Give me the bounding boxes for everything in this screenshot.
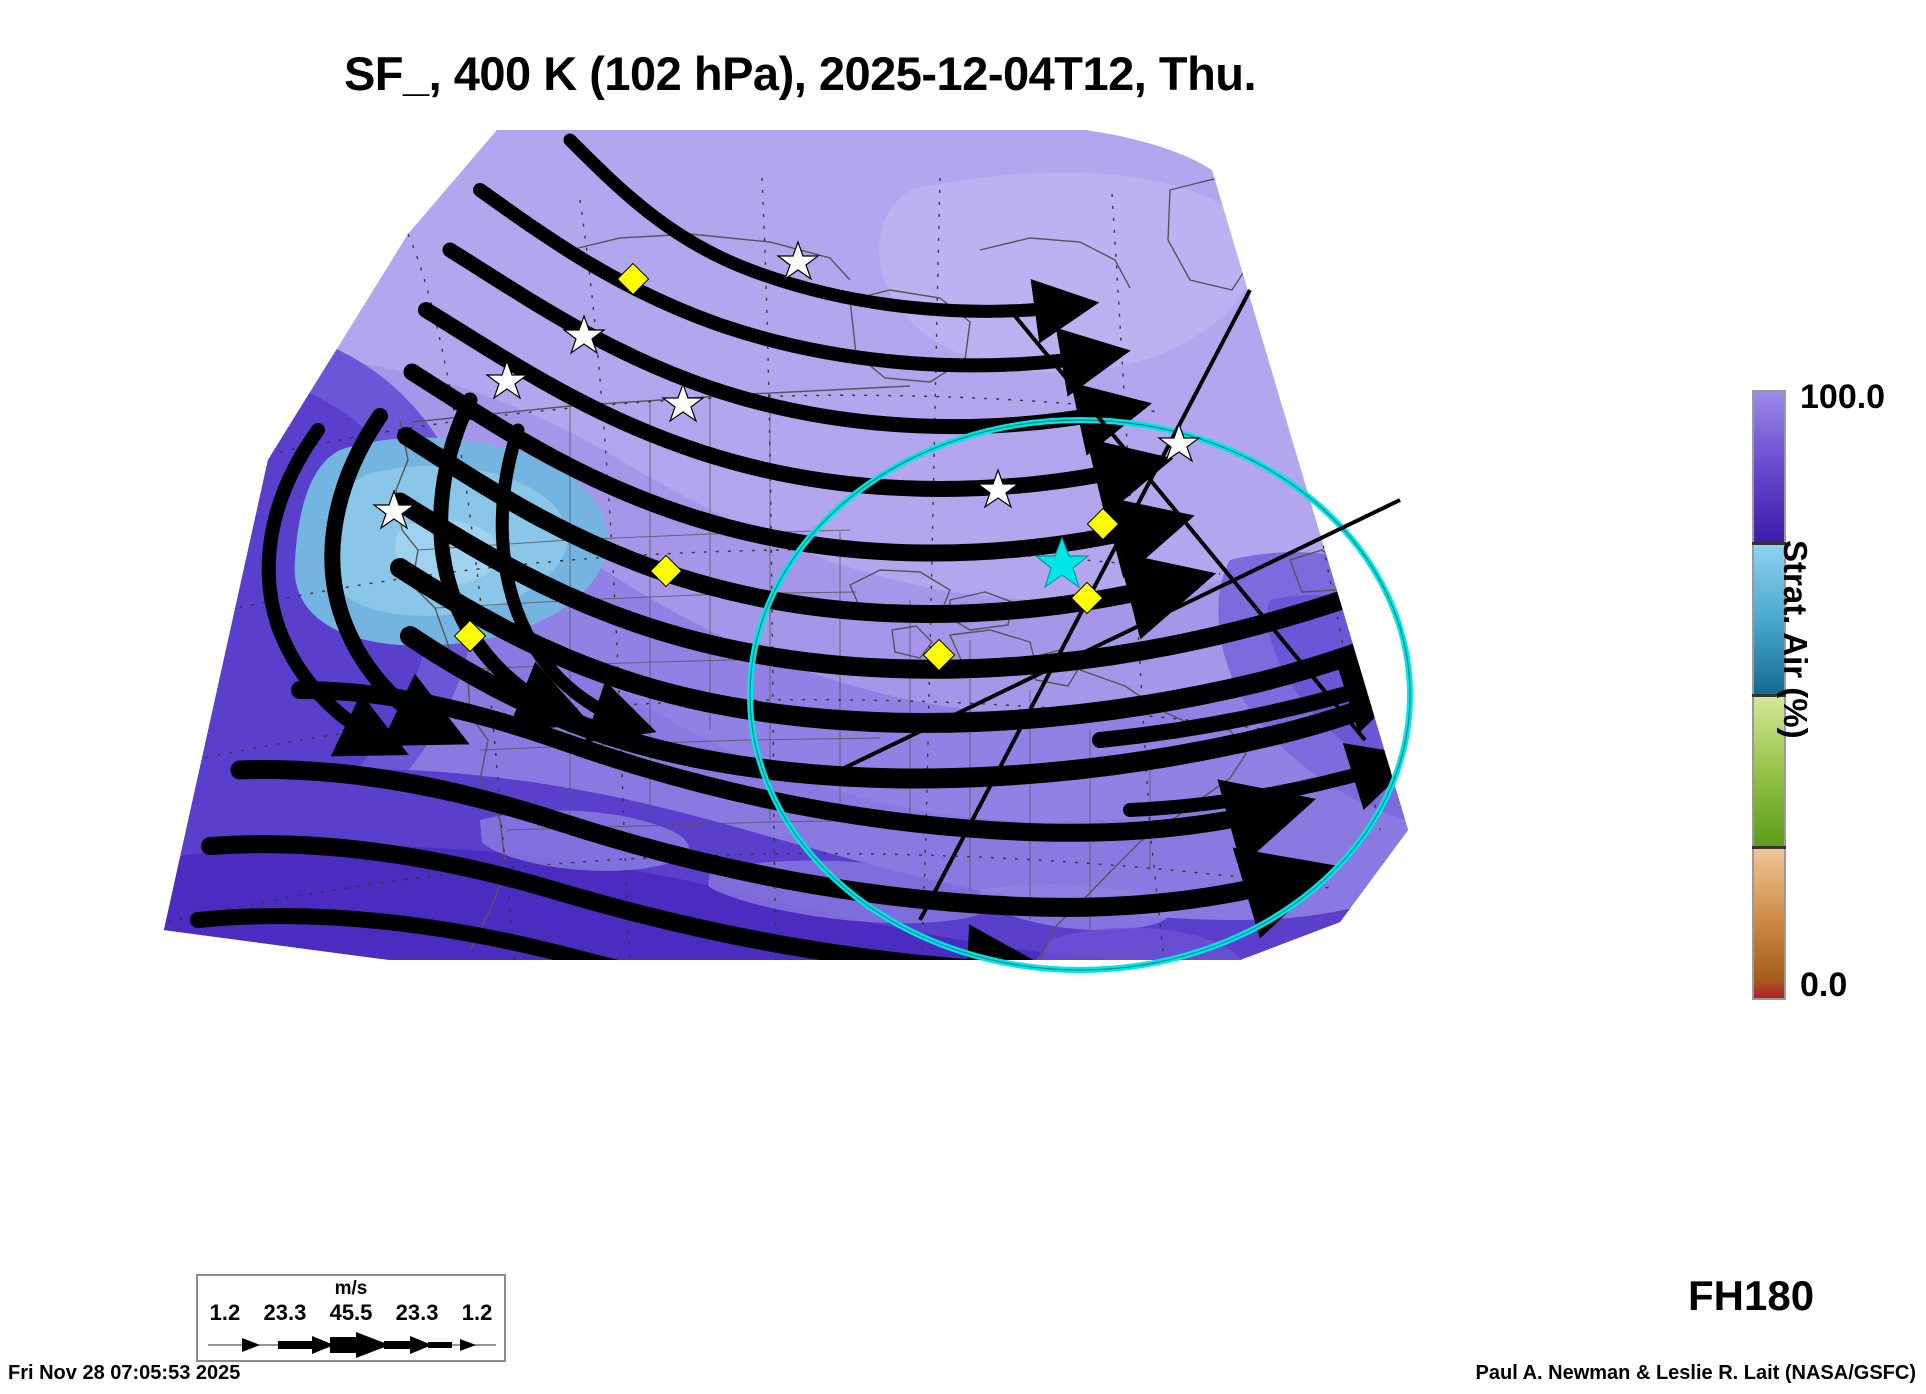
station-marker[interactable] — [1070, 581, 1104, 615]
wind-value: 1.2 — [209, 1300, 241, 1325]
wind-scale-values: 1.2 23.3 45.5 23.3 1.2 — [198, 1300, 504, 1326]
colorbar-min-label: 0.0 — [1800, 966, 1848, 1004]
site-marker[interactable] — [1157, 422, 1201, 463]
credit-line: Paul A. Newman & Leslie R. Lait (NASA/GS… — [1475, 1362, 1916, 1384]
forecast-hour-label: FH180 — [1688, 1272, 1815, 1319]
colorbar-segment-blue — [1754, 543, 1784, 695]
colorbar-max-label: 100.0 — [1800, 378, 1886, 416]
strat-air-field — [164, 130, 1408, 960]
colorbar-tick-50 — [1752, 694, 1786, 697]
wind-value: 23.3 — [263, 1300, 307, 1325]
station-marker[interactable] — [616, 262, 650, 296]
colorbar-axis-label: Strat. Air (%) — [1777, 540, 1814, 739]
site-marker[interactable] — [661, 382, 705, 423]
site-marker[interactable] — [976, 468, 1020, 509]
colorbar-tick-25 — [1752, 846, 1786, 849]
colorbar-segment-green — [1754, 695, 1784, 847]
colorbar-segment-violet — [1754, 392, 1784, 544]
map-canvas[interactable] — [150, 130, 1450, 1290]
range-circle — [747, 417, 1413, 973]
map-markers[interactable] — [372, 240, 1201, 672]
site-marker[interactable] — [485, 359, 529, 400]
site-marker[interactable] — [562, 314, 606, 355]
render-timestamp: Fri Nov 28 07:05:53 2025 — [8, 1362, 241, 1384]
station-marker[interactable] — [1086, 507, 1120, 541]
site-marker[interactable] — [776, 240, 820, 281]
page-title: SF_, 400 K (102 hPa), 2025-12-04T12, Thu… — [343, 47, 1257, 100]
base-marker[interactable] — [1034, 536, 1090, 589]
site-marker[interactable] — [372, 489, 416, 530]
colorbar-segment-brown-red — [1754, 846, 1784, 998]
wind-value: 1.2 — [461, 1300, 493, 1325]
colorbar-tick-75 — [1752, 542, 1786, 545]
wind-scale-arrows — [208, 1332, 496, 1358]
map-panel[interactable] — [150, 130, 1450, 1290]
wind-value: 45.5 — [329, 1300, 373, 1325]
station-marker[interactable] — [649, 554, 683, 588]
wind-scale-units: m/s — [334, 1278, 368, 1299]
station-marker[interactable] — [453, 619, 487, 653]
wind-scale-legend: m/s 1.2 23.3 45.5 23.3 1.2 — [196, 1274, 506, 1362]
station-marker[interactable] — [922, 638, 956, 672]
wind-value: 23.3 — [395, 1300, 439, 1325]
